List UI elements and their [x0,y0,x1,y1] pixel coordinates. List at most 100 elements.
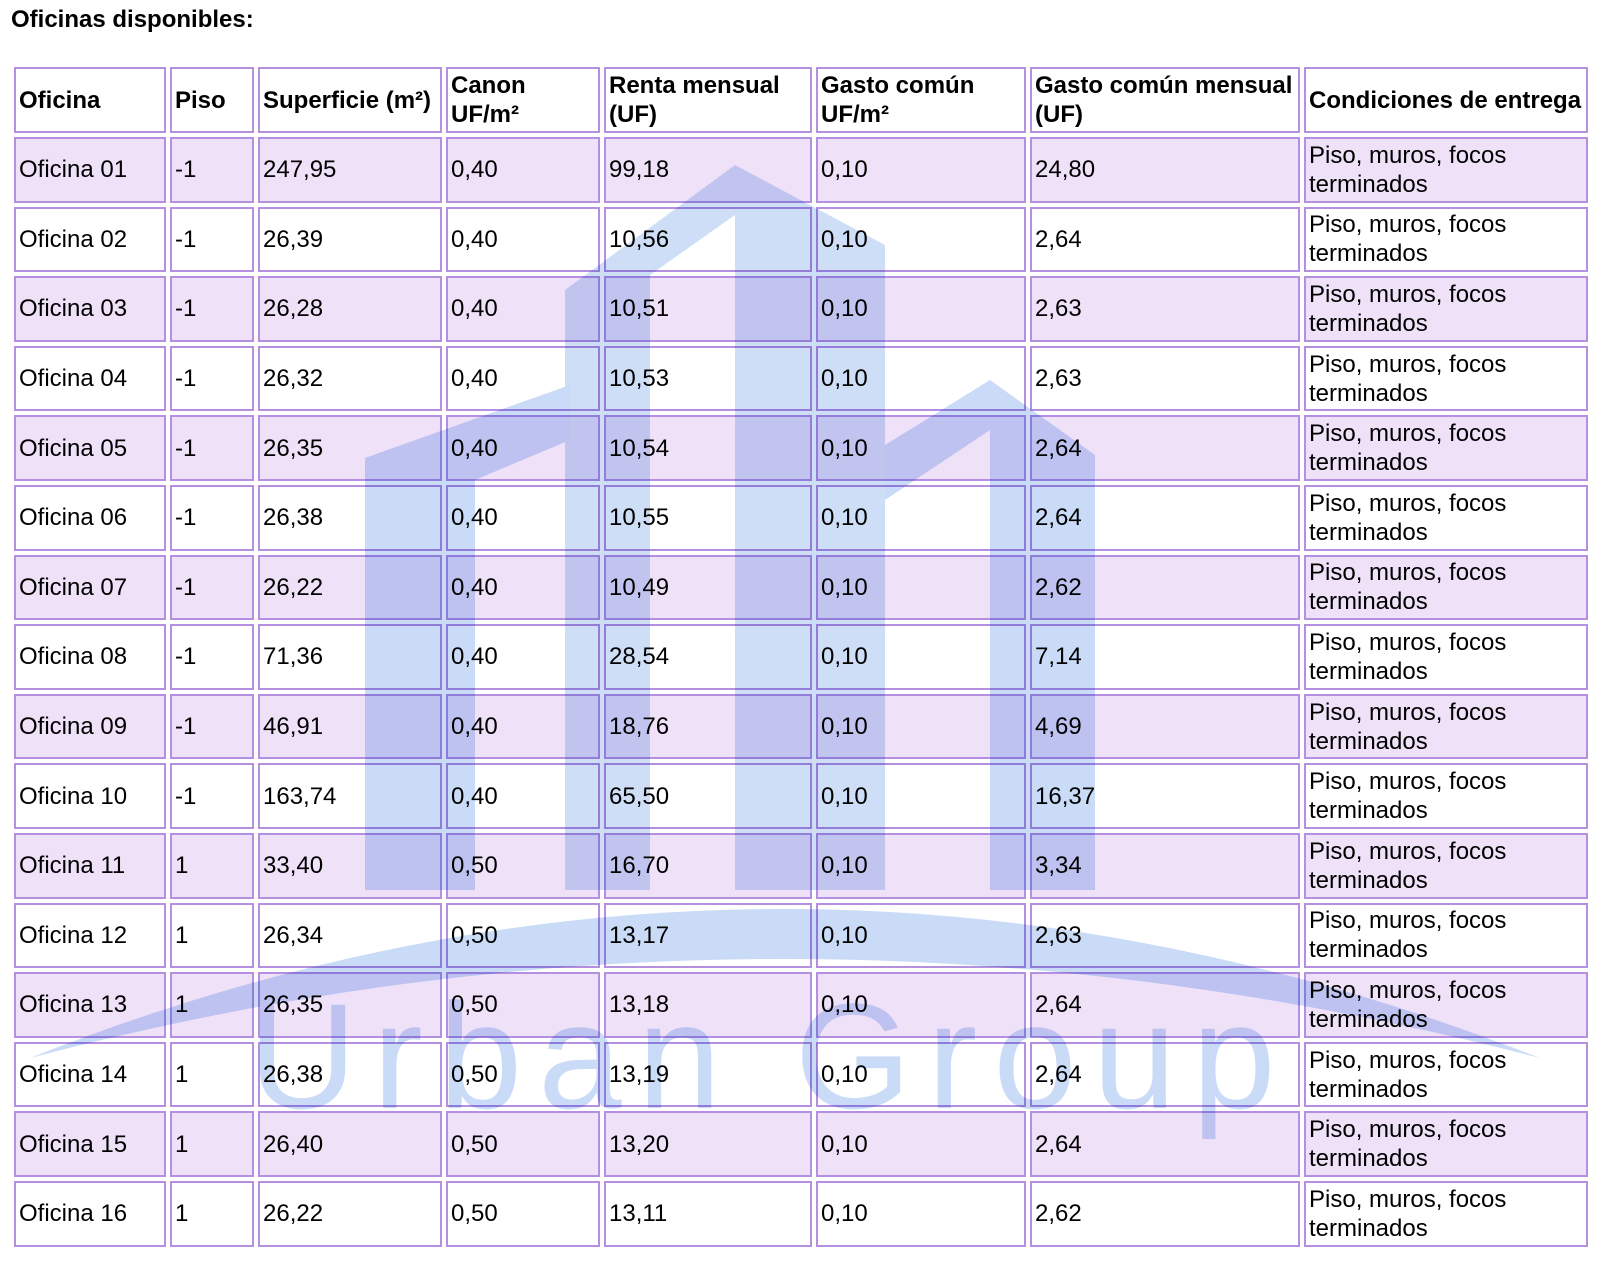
table-cell: 0,40 [446,415,600,481]
table-cell: 2,64 [1030,484,1300,551]
table-cell: 0,10 [816,137,1026,203]
table-cell: 1 [170,1111,254,1177]
table-cell: 2,64 [1030,1111,1300,1177]
table-cell: Oficina 11 [14,832,166,899]
table-row: Oficina 07 -1 26,22 0,40 10,49 0,10 2,62 Piso, … [14,554,1588,621]
table-cell: 1 [170,1041,254,1108]
table-cell: -1 [170,415,254,481]
table-cell: Oficina 02 [14,206,166,273]
table-cell: Oficina 09 [14,693,166,760]
table-cell: 0,50 [446,1180,600,1247]
table-cell: -1 [170,484,254,551]
table-cell: 0,40 [446,554,600,621]
table-row: Oficina 16 1 26,22 0,50 13,11 0,10 2,62 Piso, m… [14,1180,1588,1247]
table-cell: 28,54 [604,624,812,690]
table-cell: Piso, muros, focos terminados [1304,137,1588,203]
table-row: Oficina 04 -1 26,32 0,40 10,53 0,10 2,63 Piso, … [14,345,1588,412]
table-cell: Piso, muros, focos terminados [1304,1041,1588,1108]
table-cell: 0,10 [816,345,1026,412]
table-cell: 0,10 [816,693,1026,760]
table-cell: Oficina 10 [14,763,166,829]
table-cell: 13,18 [604,972,812,1038]
table-cell: 0,10 [816,1111,1026,1177]
table-cell: 10,56 [604,206,812,273]
table-cell: 0,10 [816,832,1026,899]
table-cell: 2,64 [1030,1041,1300,1108]
table-cell: 1 [170,1180,254,1247]
table-cell: 26,35 [258,972,442,1038]
table-cell: 13,19 [604,1041,812,1108]
table-cell: 0,40 [446,137,600,203]
table-cell: 10,55 [604,484,812,551]
table-cell: 2,62 [1030,1180,1300,1247]
table-row: Oficina 09 -1 46,91 0,40 18,76 0,10 4,69 Piso, … [14,693,1588,760]
table-cell: 0,10 [816,972,1026,1038]
table-cell: 0,40 [446,763,600,829]
table-cell: Piso, muros, focos terminados [1304,693,1588,760]
column-header: Oficina [14,67,166,133]
table-cell: Oficina 06 [14,484,166,551]
table-cell: Oficina 15 [14,1111,166,1177]
table-cell: Oficina 04 [14,345,166,412]
table-cell: 33,40 [258,832,442,899]
table-row: Oficina 03 -1 26,28 0,40 10,51 0,10 2,63 Piso, … [14,276,1588,342]
table-cell: 0,10 [816,484,1026,551]
table-row: Oficina 12 1 26,34 0,50 13,17 0,10 2,63 Piso, m… [14,902,1588,969]
table-cell: 16,37 [1030,763,1300,829]
table-cell: 26,32 [258,345,442,412]
table-cell: 26,22 [258,1180,442,1247]
table-cell: 0,50 [446,1111,600,1177]
table-cell: 0,40 [446,276,600,342]
page-title: Oficinas disponibles: [11,6,254,33]
table-cell: -1 [170,693,254,760]
table-cell: 2,64 [1030,972,1300,1038]
table-cell: 0,10 [816,276,1026,342]
table-cell: 10,54 [604,415,812,481]
table-cell: 0,10 [816,554,1026,621]
table-cell: Piso, muros, focos terminados [1304,484,1588,551]
header-row: Oficina Piso Superficie (m²) Canon UF/m² Ren… [14,67,1588,133]
table-cell: 26,39 [258,206,442,273]
table-cell: 0,40 [446,206,600,273]
table-cell: 1 [170,832,254,899]
table-cell: 0,50 [446,832,600,899]
table-cell: Piso, muros, focos terminados [1304,832,1588,899]
table-cell: Oficina 05 [14,415,166,481]
table-row: Oficina 06 -1 26,38 0,40 10,55 0,10 2,64 Piso, … [14,484,1588,551]
table-cell: 13,20 [604,1111,812,1177]
table-cell: 46,91 [258,693,442,760]
table-cell: 0,10 [816,624,1026,690]
table-cell: 3,34 [1030,832,1300,899]
table-row: Oficina 15 1 26,40 0,50 13,20 0,10 2,64 Piso, m… [14,1111,1588,1177]
table-cell: 26,38 [258,484,442,551]
table-cell: 24,80 [1030,137,1300,203]
table-cell: 0,40 [446,345,600,412]
table-cell: Piso, muros, focos terminados [1304,554,1588,621]
table-row: Oficina 01 -1 247,95 0,40 99,18 0,10 24,80 Piso… [14,137,1588,203]
table-cell: 26,40 [258,1111,442,1177]
table-cell: 2,63 [1030,276,1300,342]
table-cell: Piso, muros, focos terminados [1304,902,1588,969]
table-cell: 26,28 [258,276,442,342]
table-cell: Piso, muros, focos terminados [1304,345,1588,412]
table-row: Oficina 10 -1 163,74 0,40 65,50 0,10 16,37 Piso… [14,763,1588,829]
table-cell: Piso, muros, focos terminados [1304,206,1588,273]
table-cell: 10,49 [604,554,812,621]
table-cell: 0,50 [446,972,600,1038]
table-cell: 0,10 [816,415,1026,481]
table-cell: -1 [170,345,254,412]
table-cell: 71,36 [258,624,442,690]
table-cell: 1 [170,972,254,1038]
table-cell: 2,64 [1030,206,1300,273]
table-cell: 0,40 [446,624,600,690]
table-cell: Piso, muros, focos terminados [1304,972,1588,1038]
table-cell: 0,40 [446,484,600,551]
table-row: Oficina 14 1 26,38 0,50 13,19 0,10 2,64 Piso, m… [14,1041,1588,1108]
table-cell: 0,10 [816,1041,1026,1108]
table-body: Oficina 01 -1 247,95 0,40 99,18 0,10 24,80 Piso… [14,137,1588,1247]
table-row: Oficina 05 -1 26,35 0,40 10,54 0,10 2,64 Piso, … [14,415,1588,481]
column-header: Condiciones de entrega [1304,67,1588,133]
table-cell: 0,10 [816,763,1026,829]
